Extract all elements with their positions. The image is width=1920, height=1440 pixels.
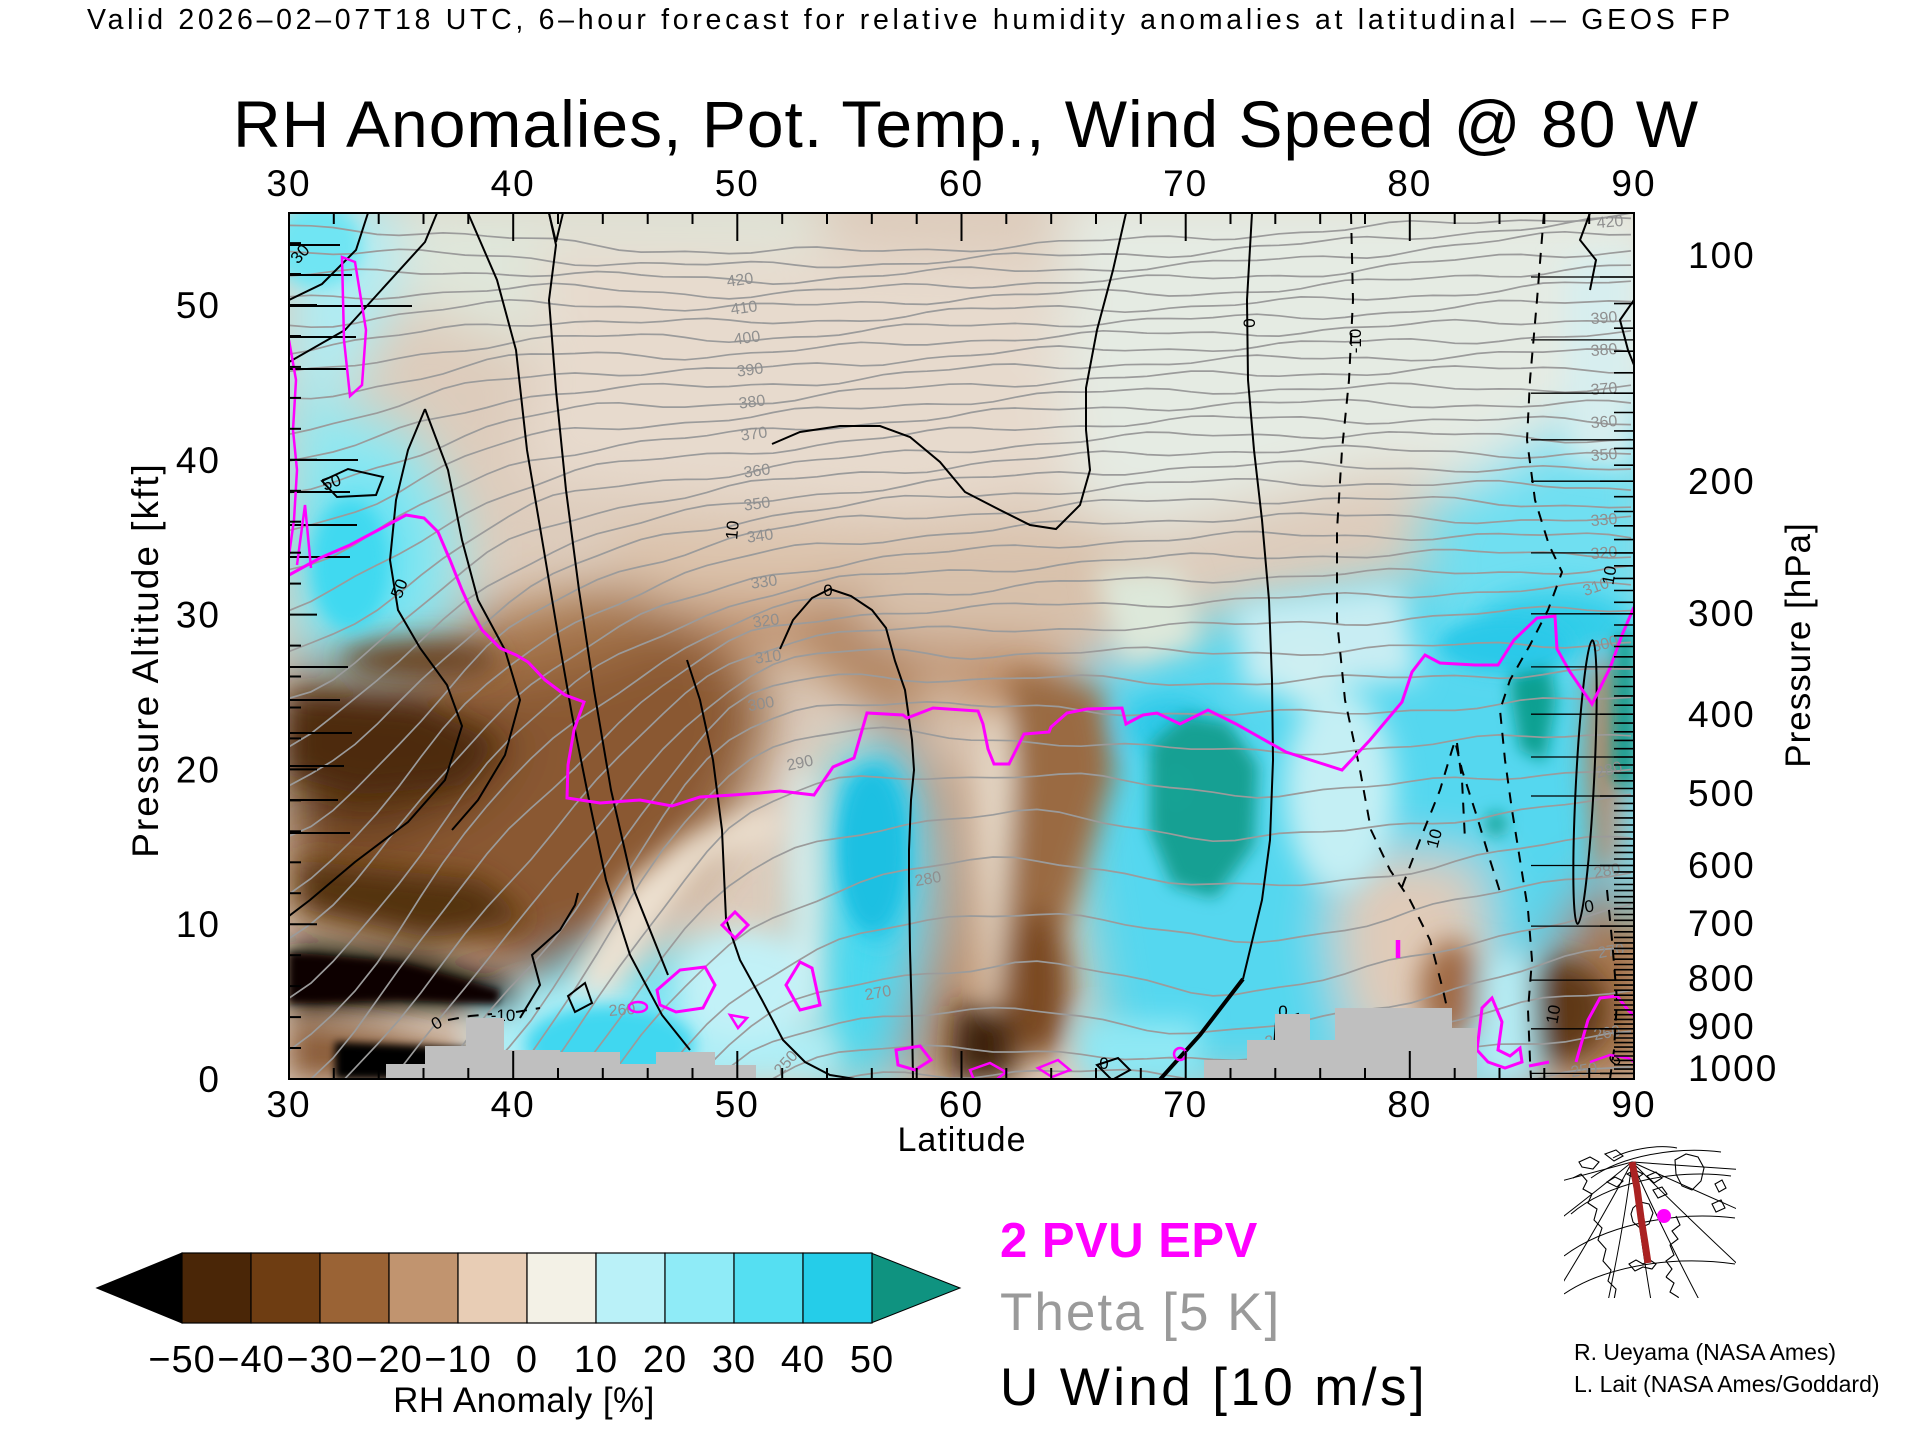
svg-text:1000: 1000 [1688,1048,1778,1089]
svg-text:270: 270 [1596,941,1625,962]
svg-text:270: 270 [863,983,892,1004]
svg-text:-10: -10 [1346,329,1365,354]
svg-text:10: 10 [1423,827,1446,850]
svg-text:10: 10 [574,1339,618,1381]
svg-text:370: 370 [1590,380,1618,399]
svg-text:350: 350 [1590,446,1618,465]
svg-text:−50: −50 [148,1339,215,1381]
svg-text:60: 60 [939,163,984,204]
svg-text:0: 0 [198,1059,221,1100]
svg-text:70: 70 [1163,163,1208,204]
svg-text:390: 390 [1590,309,1618,328]
svg-text:700: 700 [1688,903,1756,944]
svg-text:200: 200 [1688,461,1756,502]
svg-text:300: 300 [1590,633,1620,656]
svg-text:300: 300 [746,694,775,715]
svg-text:330: 330 [1590,511,1618,530]
svg-text:RH Anomaly [%]: RH Anomaly [%] [393,1381,655,1420]
svg-text:50: 50 [715,1084,760,1125]
svg-text:310: 310 [754,647,783,668]
svg-text:10: 10 [1598,564,1620,586]
svg-text:900: 900 [1688,1006,1756,1047]
svg-text:10: 10 [176,904,221,945]
svg-text:90: 90 [1611,163,1656,204]
svg-text:0: 0 [1099,1054,1108,1073]
svg-text:Pressure Altitude [kft]: Pressure Altitude [kft] [125,462,166,858]
svg-text:800: 800 [1688,958,1756,999]
svg-text:30: 30 [176,595,221,636]
svg-text:40: 40 [491,1084,536,1125]
svg-text:250: 250 [1569,1060,1598,1081]
svg-text:0: 0 [1278,1002,1287,1021]
svg-text:100: 100 [1688,235,1756,276]
svg-text:290: 290 [785,752,815,774]
svg-text:L. Lait (NASA Ames/Goddard): L. Lait (NASA Ames/Goddard) [1574,1371,1880,1397]
svg-text:400: 400 [1688,694,1756,735]
svg-text:80: 80 [1387,1084,1432,1125]
svg-text:80: 80 [1387,163,1432,204]
svg-text:Latitude: Latitude [898,1121,1027,1159]
svg-text:0: 0 [516,1339,538,1381]
svg-text:50: 50 [176,285,221,326]
svg-text:−10: −10 [424,1339,491,1381]
svg-text:50: 50 [850,1339,894,1381]
svg-text:300: 300 [1688,593,1756,634]
svg-text:Pressure [hPa]: Pressure [hPa] [1779,522,1818,768]
svg-text:20: 20 [176,749,221,790]
svg-text:420: 420 [1596,213,1624,232]
svg-text:90: 90 [1611,1084,1656,1125]
svg-text:500: 500 [1688,773,1756,814]
svg-text:20: 20 [643,1339,687,1381]
svg-text:0: 0 [1583,896,1596,916]
svg-text:280: 280 [913,869,942,890]
svg-text:360: 360 [1590,413,1618,432]
svg-text:50: 50 [715,163,760,204]
svg-text:390: 390 [736,360,765,381]
svg-text:−40: −40 [217,1339,284,1381]
svg-text:350: 350 [743,494,772,515]
svg-text:410: 410 [730,298,759,319]
svg-text:30: 30 [266,163,311,204]
svg-text:320: 320 [752,611,781,632]
svg-text:40: 40 [176,440,221,481]
svg-text:RH Anomalies, Pot. Temp., Wind: RH Anomalies, Pot. Temp., Wind Speed @ 8… [233,87,1699,161]
svg-text:0: 0 [1240,318,1259,327]
svg-text:10: 10 [1542,1003,1564,1025]
svg-text:−20: −20 [355,1339,422,1381]
svg-text:−30: −30 [286,1339,353,1381]
svg-text:10: 10 [722,520,743,541]
svg-text:340: 340 [746,526,775,547]
svg-text:Theta [5 K]: Theta [5 K] [1000,1283,1281,1342]
svg-text:420: 420 [726,270,755,291]
svg-text:Valid 2026–02–07T18 UTC, 6–hou: Valid 2026–02–07T18 UTC, 6–hour forecast… [87,4,1734,36]
svg-text:40: 40 [781,1339,825,1381]
svg-text:30: 30 [266,1084,311,1125]
svg-text:400: 400 [733,328,762,349]
svg-text:R. Ueyama (NASA Ames): R. Ueyama (NASA Ames) [1574,1339,1836,1365]
svg-text:70: 70 [1163,1084,1208,1125]
svg-text:330: 330 [750,572,779,593]
svg-text:40: 40 [491,163,536,204]
svg-text:380: 380 [738,392,767,413]
svg-text:0: 0 [823,581,832,600]
svg-text:380: 380 [1590,341,1618,360]
svg-text:360: 360 [743,461,772,482]
svg-text:U Wind [10 m/s]: U Wind [10 m/s] [1000,1358,1428,1417]
svg-text:2 PVU EPV: 2 PVU EPV [1000,1214,1258,1268]
svg-text:600: 600 [1688,845,1756,886]
svg-text:30: 30 [712,1339,756,1381]
svg-text:370: 370 [740,424,769,445]
svg-text:60: 60 [939,1084,984,1125]
